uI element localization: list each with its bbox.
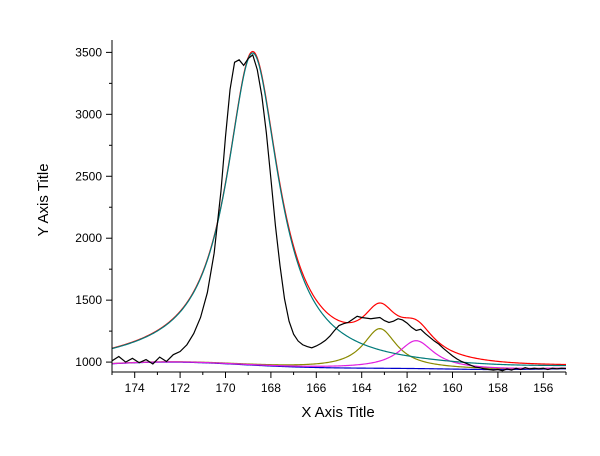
y-tick-label: 3500 — [75, 45, 102, 59]
x-tick-label: 168 — [261, 381, 281, 395]
y-axis-title: Y Axis Title — [35, 163, 52, 236]
x-tick-label: 174 — [125, 381, 145, 395]
y-tick-label: 1000 — [75, 355, 102, 369]
y-tick-label: 2500 — [75, 169, 102, 183]
y-tick-label: 3000 — [75, 107, 102, 121]
ticks: 174 172 170 168 166 164 162 160 158 156 1000 1500 20… — [75, 45, 567, 395]
y-tick-label: 2000 — [75, 231, 102, 245]
plot-lines — [112, 50, 566, 372]
x-tick-label: 172 — [170, 381, 190, 395]
x-tick-label: 166 — [306, 381, 326, 395]
series-cumulative-fit — [112, 50, 566, 366]
series-raw-data — [112, 53, 566, 372]
axes — [111, 40, 566, 373]
x-tick-label: 164 — [352, 381, 372, 395]
series-fit-peak-3 — [112, 340, 566, 369]
y-tick-label: 1500 — [75, 293, 102, 307]
x-tick-label: 158 — [488, 381, 508, 395]
x-tick-label: 170 — [215, 381, 235, 395]
x-tick-label: 162 — [397, 381, 417, 395]
x-tick-label: 160 — [442, 381, 462, 395]
x-axis-title: X Axis Title — [301, 404, 374, 421]
x-tick-label: 156 — [533, 381, 553, 395]
series-fit-peak-1 — [112, 52, 566, 367]
